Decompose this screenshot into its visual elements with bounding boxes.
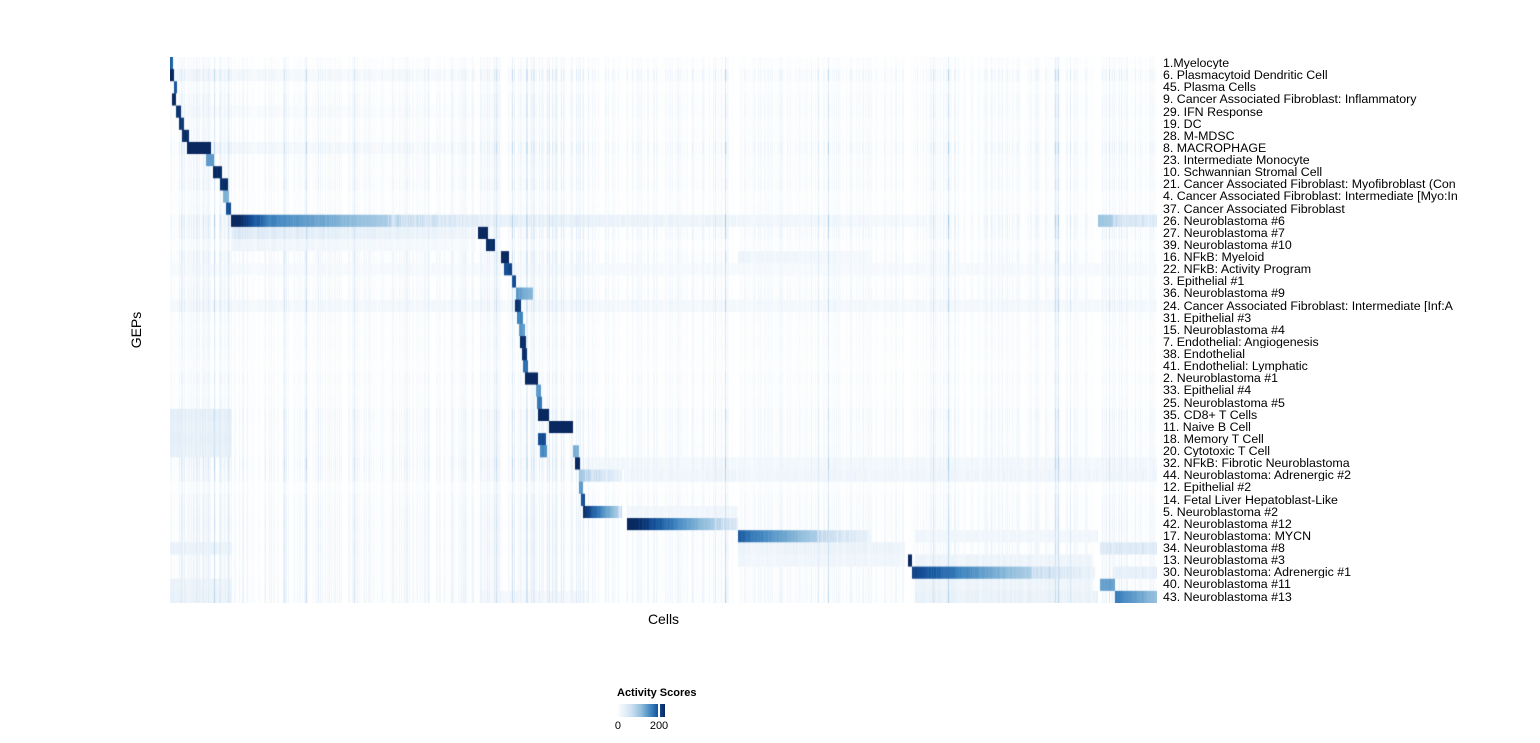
row-label: 34. Neuroblastoma #8 [1163, 542, 1285, 555]
row-label: 13. Neuroblastoma #3 [1163, 554, 1285, 567]
row-label: 41. Endothelial: Lymphatic [1163, 360, 1308, 373]
row-label: 1.Myelocyte [1163, 57, 1230, 70]
row-label: 28. M-MDSC [1163, 129, 1235, 142]
row-label: 42. Neuroblastoma #12 [1163, 517, 1292, 530]
row-label: 35. CD8+ T Cells [1163, 408, 1258, 421]
row-label: 21. Cancer Associated Fibroblast: Myofib… [1163, 178, 1456, 191]
row-label: 27. Neuroblastoma #7 [1163, 226, 1285, 239]
row-label: 31. Epithelial #3 [1163, 311, 1252, 324]
row-label: 20. Cytotoxic T Cell [1163, 445, 1270, 458]
row-label: 5. Neuroblastoma #2 [1163, 505, 1279, 518]
colorbar-label-200: 200 [649, 720, 669, 732]
colorbar-tick-labels: 0 200 [614, 720, 696, 734]
row-label: 2. Neuroblastoma #1 [1163, 372, 1279, 385]
row-label: 17. Neuroblastoma: MYCN [1163, 529, 1312, 542]
colorbar-legend: Activity Scores 0 200 [614, 687, 697, 734]
row-label: 43. Neuroblastoma #13 [1163, 590, 1292, 603]
y-axis-label: GEPs [128, 311, 144, 349]
row-label: 40. Neuroblastoma #11 [1163, 578, 1291, 591]
row-label: 11. Naive B Cell [1163, 420, 1251, 433]
row-label: 39. Neuroblastoma #10 [1163, 238, 1292, 251]
row-label: 30. Neuroblastoma: Adrenergic #1 [1163, 566, 1352, 579]
colorbar-label-0: 0 [614, 720, 621, 732]
row-label: 36. Neuroblastoma #9 [1163, 287, 1285, 300]
row-label: 38. Endothelial [1163, 348, 1245, 361]
row-label: 15. Neuroblastoma #4 [1163, 323, 1285, 336]
heatmap-canvas [170, 57, 1157, 603]
row-label: 3. Epithelial #1 [1163, 275, 1245, 288]
row-label: 26. Neuroblastoma #6 [1163, 214, 1285, 227]
row-label: 29. IFN Response [1163, 105, 1263, 118]
row-label: 6. Plasmacytoid Dendritic Cell [1163, 69, 1328, 82]
row-label: 44. Neuroblastoma: Adrenergic #2 [1163, 469, 1352, 482]
row-label: 22. NFkB: Activity Program [1163, 263, 1312, 276]
row-label: 10. Schwannian Stromal Cell [1163, 166, 1323, 179]
row-label: 24. Cancer Associated Fibroblast: Interm… [1163, 299, 1453, 312]
row-label: 18. Memory T Cell [1163, 432, 1264, 445]
row-label: 37. Cancer Associated Fibroblast [1163, 202, 1345, 215]
legend-title: Activity Scores [617, 687, 697, 699]
row-label: 33. Epithelial #4 [1163, 384, 1252, 397]
row-label: 45. Plasma Cells [1163, 81, 1256, 94]
row-label: 14. Fetal Liver Hepatoblast-Like [1163, 493, 1338, 506]
row-label: 16. NFkB: Myeloid [1163, 251, 1265, 264]
row-labels: 1.Myelocyte 6. Plasmacytoid Dendritic Cel… [1163, 57, 1540, 603]
colorbar-tick-200 [658, 704, 660, 717]
row-label: 19. DC [1163, 117, 1202, 130]
row-label: 25. Neuroblastoma #5 [1163, 396, 1285, 409]
x-axis-label: Cells [647, 611, 680, 627]
row-label: 12. Epithelial #2 [1163, 481, 1252, 494]
row-label: 32. NFkB: Fibrotic Neuroblastoma [1163, 457, 1350, 470]
row-label: 7. Endothelial: Angiogenesis [1163, 335, 1319, 348]
row-label: 23. Intermediate Monocyte [1163, 154, 1310, 167]
row-label: 4. Cancer Associated Fibroblast: Interme… [1163, 190, 1458, 203]
row-label: 9. Cancer Associated Fibroblast: Inflamm… [1163, 93, 1417, 106]
row-label: 8. MACROPHAGE [1163, 141, 1267, 154]
colorbar [617, 704, 665, 717]
